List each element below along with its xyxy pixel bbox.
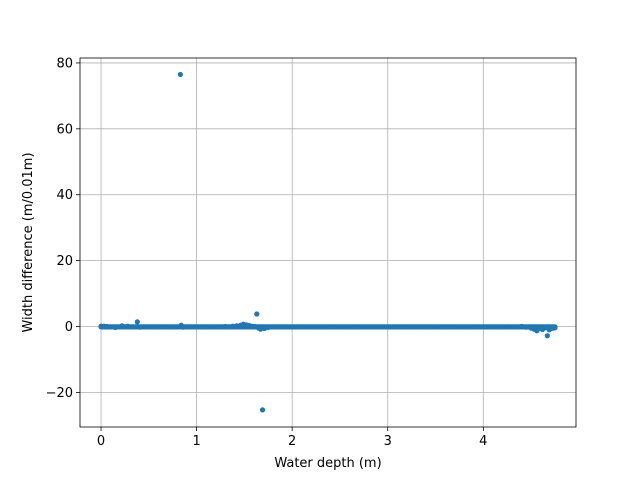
y-axis-label: Width difference (m/0.01m) bbox=[21, 152, 36, 332]
plot-frame bbox=[79, 57, 577, 428]
data-point bbox=[254, 311, 260, 317]
data-point bbox=[544, 333, 550, 339]
data-point bbox=[222, 323, 228, 330]
data-point bbox=[518, 323, 525, 330]
x-tick-label: 4 bbox=[479, 434, 487, 449]
data-point bbox=[542, 325, 549, 331]
data-point bbox=[258, 326, 264, 332]
data-point bbox=[230, 323, 236, 329]
y-tick-label: −20 bbox=[46, 386, 73, 401]
data-point bbox=[259, 407, 266, 413]
data-point bbox=[112, 324, 118, 331]
data-point bbox=[104, 323, 110, 330]
data-point bbox=[265, 324, 271, 331]
y-tick-label: 60 bbox=[56, 122, 73, 137]
x-tick-label: 1 bbox=[192, 434, 200, 449]
data-point bbox=[180, 324, 186, 330]
y-tick-label: 80 bbox=[56, 56, 73, 71]
data-point bbox=[125, 323, 131, 329]
x-tick-label: 0 bbox=[97, 434, 105, 449]
grid bbox=[80, 58, 576, 427]
data-point bbox=[234, 323, 240, 329]
y-tick-label: 40 bbox=[56, 188, 73, 203]
data-point bbox=[552, 325, 558, 331]
data-point bbox=[523, 324, 529, 330]
x-tick-label: 2 bbox=[288, 434, 296, 449]
y-tick-label: 20 bbox=[56, 254, 73, 269]
data-point bbox=[119, 323, 125, 329]
data-point bbox=[134, 319, 140, 325]
data-point bbox=[137, 324, 143, 330]
data-points bbox=[98, 71, 558, 413]
data-point bbox=[177, 71, 183, 78]
x-axis-label: Water depth (m) bbox=[274, 456, 381, 471]
x-tick-label: 3 bbox=[384, 434, 392, 449]
y-tick-label: 0 bbox=[65, 320, 73, 335]
axis-ticks: 0 1 2 3 4 −20 0 20 40 60 80 bbox=[46, 56, 488, 449]
